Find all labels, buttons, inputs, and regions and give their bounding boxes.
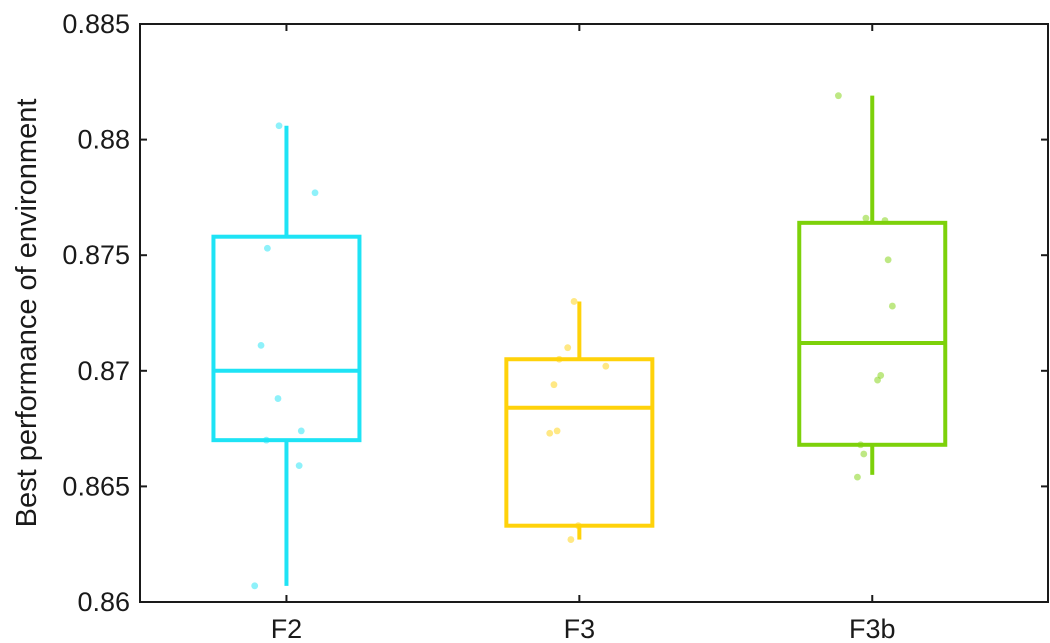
plot-area-frame <box>139 23 1049 603</box>
box-group <box>211 125 362 586</box>
y-tick-label: 0.87 <box>77 356 130 386</box>
y-tick-label: 0.875 <box>62 240 130 270</box>
data-point <box>274 395 282 402</box>
box-group <box>797 95 948 475</box>
iqr-box <box>211 234 362 443</box>
data-point <box>263 244 271 252</box>
data-point <box>295 462 303 469</box>
x-tick-label: F3b <box>849 614 896 643</box>
axis-ticks-layer: 0.86 0.865 0.87 0.875 0.88 0.885 F2 F3 F3b <box>62 9 1048 643</box>
data-point <box>311 189 319 197</box>
data-point <box>888 302 896 310</box>
data-point <box>602 362 610 370</box>
data-point <box>550 381 558 389</box>
data-point <box>251 582 259 590</box>
y-axis-label: Best performance of environment <box>11 99 43 528</box>
data-point <box>257 341 265 349</box>
data-point <box>570 298 578 305</box>
box-group <box>504 301 655 540</box>
data-point <box>297 427 305 435</box>
boxes-layer <box>211 95 948 586</box>
x-tick-label: F2 <box>271 614 303 643</box>
iqr-box <box>797 220 948 447</box>
data-point <box>854 473 861 481</box>
y-tick-label: 0.86 <box>77 587 130 617</box>
data-point <box>567 536 575 543</box>
data-point <box>862 214 870 222</box>
data-point <box>564 344 572 352</box>
y-tick-label: 0.885 <box>62 9 130 39</box>
y-tick-label: 0.88 <box>77 125 130 155</box>
x-tick-label: F3 <box>564 614 596 643</box>
data-point <box>877 372 885 379</box>
data-point <box>884 256 892 264</box>
data-point <box>275 122 283 130</box>
data-point <box>860 450 868 458</box>
y-tick-label: 0.865 <box>62 471 130 501</box>
jitter-points-layer <box>251 92 896 590</box>
data-point <box>553 427 561 435</box>
iqr-box <box>504 357 655 528</box>
data-point <box>546 429 554 437</box>
data-point <box>834 92 842 100</box>
